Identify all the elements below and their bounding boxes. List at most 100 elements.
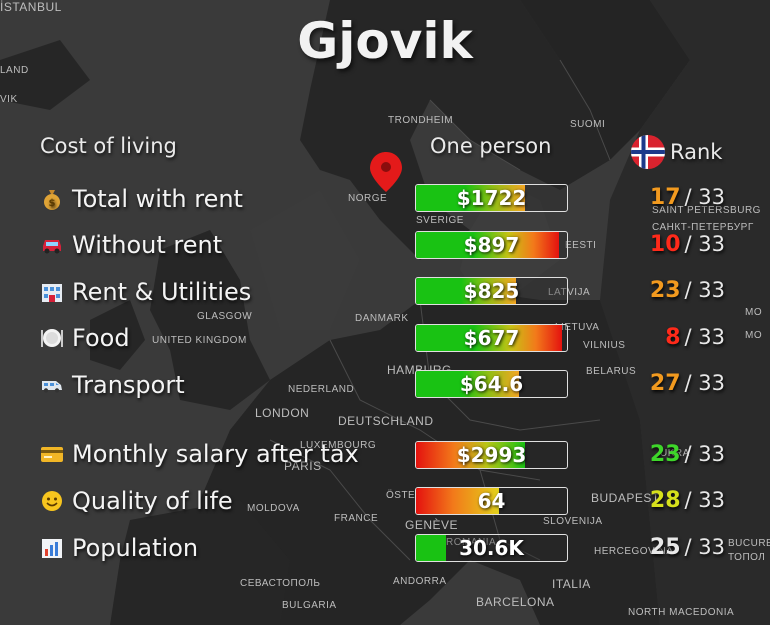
map-label: LIETUVA xyxy=(555,322,600,333)
value-bar: $897 xyxy=(415,231,568,259)
rank-total: / 33 xyxy=(684,488,725,512)
value-bar: $2993 xyxy=(415,441,568,469)
value-bar: $825 xyxy=(415,277,568,305)
row-label-text: Quality of life xyxy=(72,487,233,515)
rank-total: / 33 xyxy=(684,278,725,302)
map-label: SAINT PETERSBURG xyxy=(652,205,761,216)
rank-number: 8 xyxy=(665,325,681,350)
value-bar-fill xyxy=(416,278,516,304)
rank-number: 23 xyxy=(649,278,681,303)
rank-number: 23 xyxy=(649,442,681,467)
map-label: LATVIJA xyxy=(548,287,591,298)
map-label: SLOVENIJA xyxy=(543,516,603,527)
car-icon xyxy=(40,233,64,257)
rank-value: 25/ 33 xyxy=(600,535,725,560)
row-label-text: Population xyxy=(72,534,199,562)
map-label: BELARUS xyxy=(586,366,637,377)
scandinavia-land xyxy=(300,0,610,260)
map-label: DEUTSCHLAND xyxy=(338,414,434,428)
rank-value: 17/ 33 xyxy=(600,185,725,210)
map-label: NORTH MACEDONIA xyxy=(628,607,735,618)
value-bar: $677 xyxy=(415,324,568,352)
rank-total: / 33 xyxy=(684,325,725,349)
card-icon xyxy=(40,442,64,466)
map-label: BULGARIA xyxy=(282,600,337,611)
rank-value: 27/ 33 xyxy=(600,371,725,396)
row-label-text: Without rent xyxy=(72,231,223,259)
map-label: NORGE xyxy=(348,193,388,204)
map-label: TRONDHEIM xyxy=(388,115,454,126)
map-label: SVERIGE xyxy=(416,215,464,226)
row-label-4: Transport xyxy=(40,371,185,399)
page-title: Gjovik xyxy=(297,12,473,70)
map-label: VIK xyxy=(0,94,18,105)
rank-number: 10 xyxy=(649,232,681,257)
map-label: İSTANBUL xyxy=(0,0,62,14)
map-label: ROMANIA xyxy=(446,537,497,548)
map-label: UNITED KINGDOM xyxy=(152,335,247,346)
money-bag-icon: $ xyxy=(40,187,64,211)
map-label: GLASGOW xyxy=(197,311,253,322)
value-text: $64.6 xyxy=(459,372,524,396)
row-label-3: Food xyxy=(40,324,130,352)
value-text: $1722 xyxy=(456,186,527,210)
row-label-text: Monthly salary after tax xyxy=(72,440,359,468)
ireland-land xyxy=(90,300,145,370)
value-bar: 64 xyxy=(415,487,568,515)
row-label-1: Without rent xyxy=(40,231,222,259)
map-label: LONDON xyxy=(255,406,310,420)
value-text: 64 xyxy=(477,489,506,513)
map-label: EESTI xyxy=(565,240,597,251)
row-label-text: Total with rent xyxy=(72,185,243,213)
rank-number: 27 xyxy=(649,371,681,396)
row-label-text: Transport xyxy=(72,371,185,399)
rank-total: / 33 xyxy=(684,185,725,209)
value-text: 30.6K xyxy=(459,536,524,560)
hotel-icon xyxy=(40,280,64,304)
value-bar-fill xyxy=(416,185,525,211)
rank-total: / 33 xyxy=(684,232,725,256)
norway-flag-icon xyxy=(631,135,665,169)
value-bar-fill xyxy=(416,535,447,561)
map-label: LUXEMBOURG xyxy=(300,440,377,451)
rank-total: / 33 xyxy=(684,442,725,466)
rank-number: 25 xyxy=(649,535,681,560)
value-text: $825 xyxy=(463,279,520,303)
map-label: MO xyxy=(745,307,763,318)
rank-value: 23/ 33 xyxy=(600,278,725,303)
rank-value: 8/ 33 xyxy=(600,325,725,350)
map-label: SUOMI xyxy=(570,119,606,130)
value-bar-fill xyxy=(416,442,525,468)
map-label: FRANCE xyxy=(334,513,379,524)
value-bar-fill xyxy=(416,371,519,397)
map-label: ANDORRA xyxy=(393,576,447,587)
value-text: $897 xyxy=(463,233,520,257)
map-label: ITALIA xyxy=(552,577,591,591)
svg-text:$: $ xyxy=(49,198,56,209)
rank-number: 28 xyxy=(649,488,681,513)
header-cost-of-living: Cost of living xyxy=(40,134,177,158)
iceland-land xyxy=(0,40,90,110)
value-text: $677 xyxy=(463,326,520,350)
row-label-0: $ Total with rent xyxy=(40,185,243,213)
map-label: GENÈVE xyxy=(405,518,459,532)
rank-value: 28/ 33 xyxy=(600,488,725,513)
map-label: BARCELONA xyxy=(476,595,555,609)
map-label: HERCEGOVINA xyxy=(594,546,674,557)
row-label-text: Rent & Utilities xyxy=(72,278,252,306)
map-label: VILNIUS xyxy=(583,340,626,351)
iberia-land xyxy=(110,500,290,625)
smile-icon xyxy=(40,489,64,513)
uk-land xyxy=(150,230,270,410)
map-label: ТОПОЛ xyxy=(728,552,766,563)
row-label-6: Quality of life xyxy=(40,487,233,515)
value-text: $2993 xyxy=(456,443,527,467)
map-label: MO xyxy=(745,330,763,341)
map-label: DANMARK xyxy=(355,313,409,324)
row-label-text: Food xyxy=(72,324,130,352)
row-label-2: Rent & Utilities xyxy=(40,278,251,306)
value-bar-fill xyxy=(416,232,560,258)
header-one-person: One person xyxy=(430,134,552,158)
plate-icon xyxy=(40,326,64,350)
finland-land xyxy=(520,0,690,160)
